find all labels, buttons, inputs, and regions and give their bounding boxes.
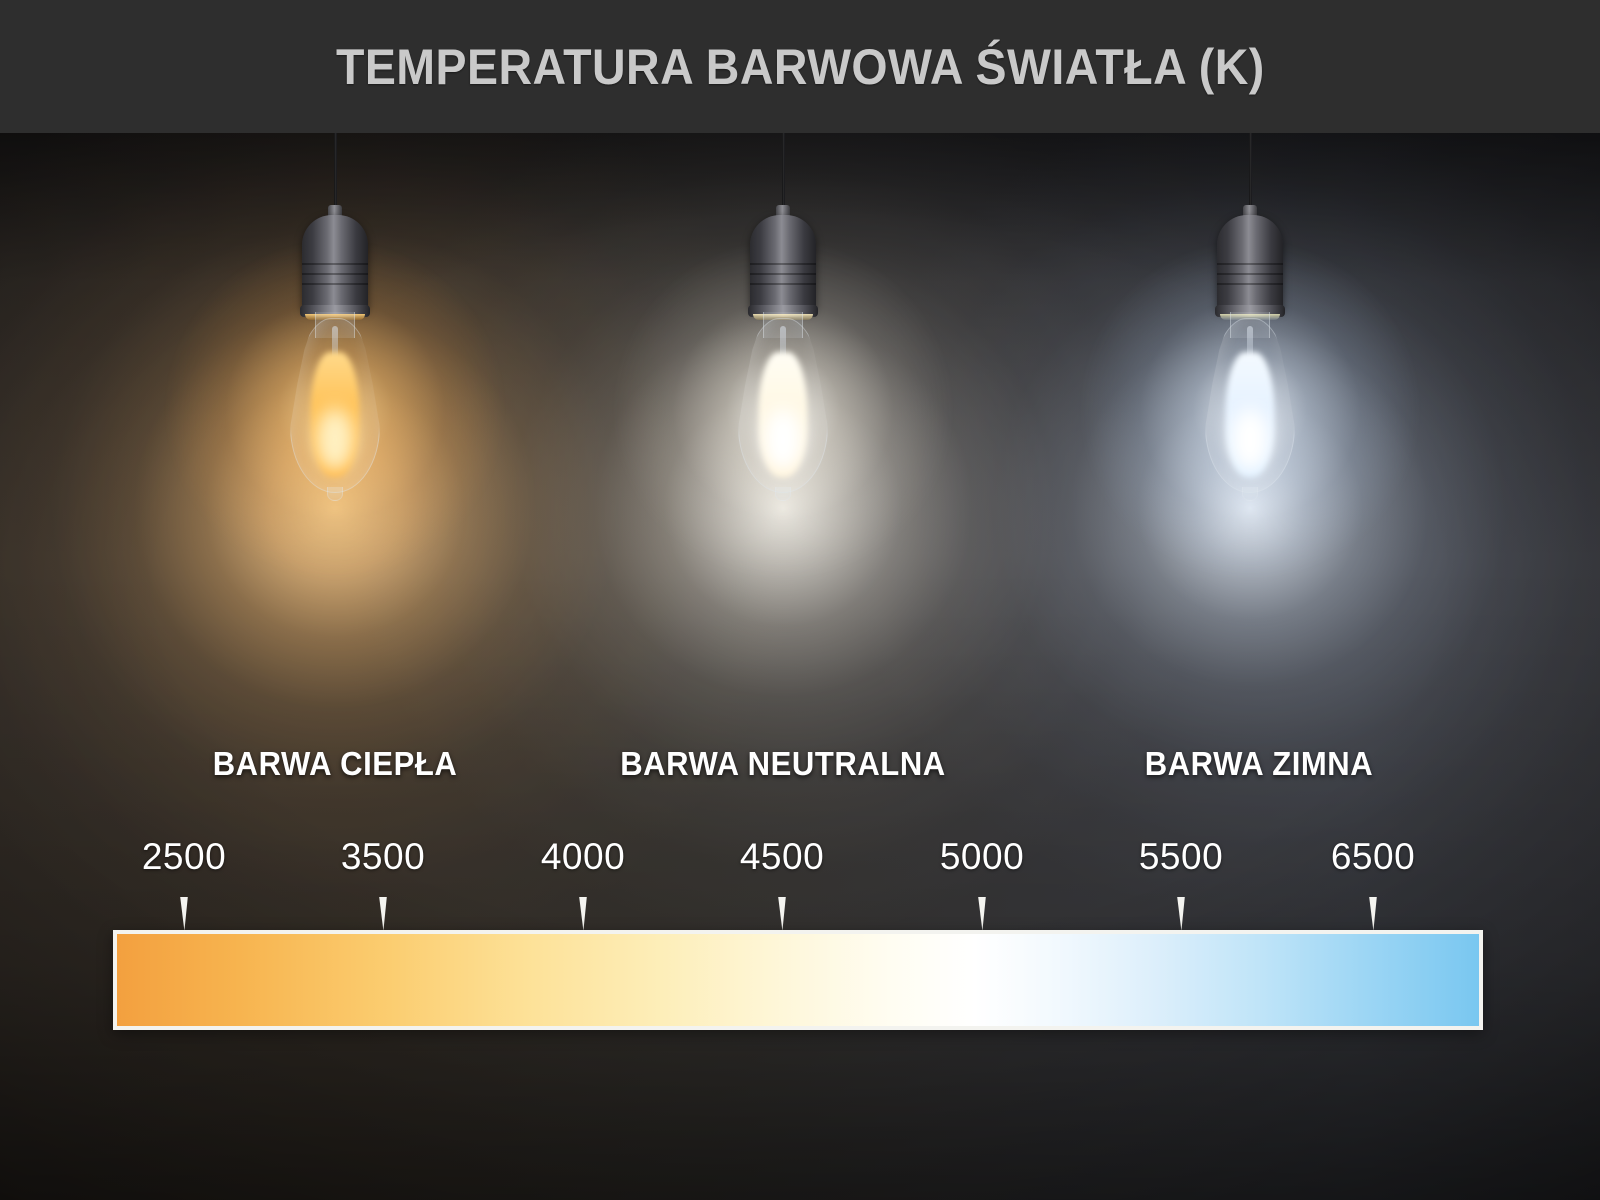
page-title: TEMPERATURA BARWOWA ŚWIATŁA (K) bbox=[335, 38, 1265, 95]
header-bar: TEMPERATURA BARWOWA ŚWIATŁA (K) bbox=[0, 0, 1600, 133]
tick-label-5500: 5500 bbox=[1138, 836, 1224, 877]
tick-marker-down-icon bbox=[1366, 897, 1380, 931]
tick-marker-down-icon bbox=[775, 897, 789, 931]
tick-marker-down-icon bbox=[376, 897, 390, 931]
color-temperature-gradient bbox=[117, 934, 1479, 1026]
tick-label-4000: 4000 bbox=[540, 836, 626, 877]
tick-label-5000: 5000 bbox=[939, 836, 1025, 877]
tick-label-6500: 6500 bbox=[1330, 836, 1416, 877]
tick-marker-down-icon bbox=[1174, 897, 1188, 931]
color-temperature-bar-frame bbox=[113, 930, 1483, 1030]
tick-marker-down-icon bbox=[177, 897, 191, 931]
tick-label-3500: 3500 bbox=[340, 836, 426, 877]
tick-label-4500: 4500 bbox=[739, 836, 825, 877]
tick-label-2500: 2500 bbox=[141, 836, 227, 877]
tick-marker-down-icon bbox=[975, 897, 989, 931]
tick-marker-down-icon bbox=[576, 897, 590, 931]
